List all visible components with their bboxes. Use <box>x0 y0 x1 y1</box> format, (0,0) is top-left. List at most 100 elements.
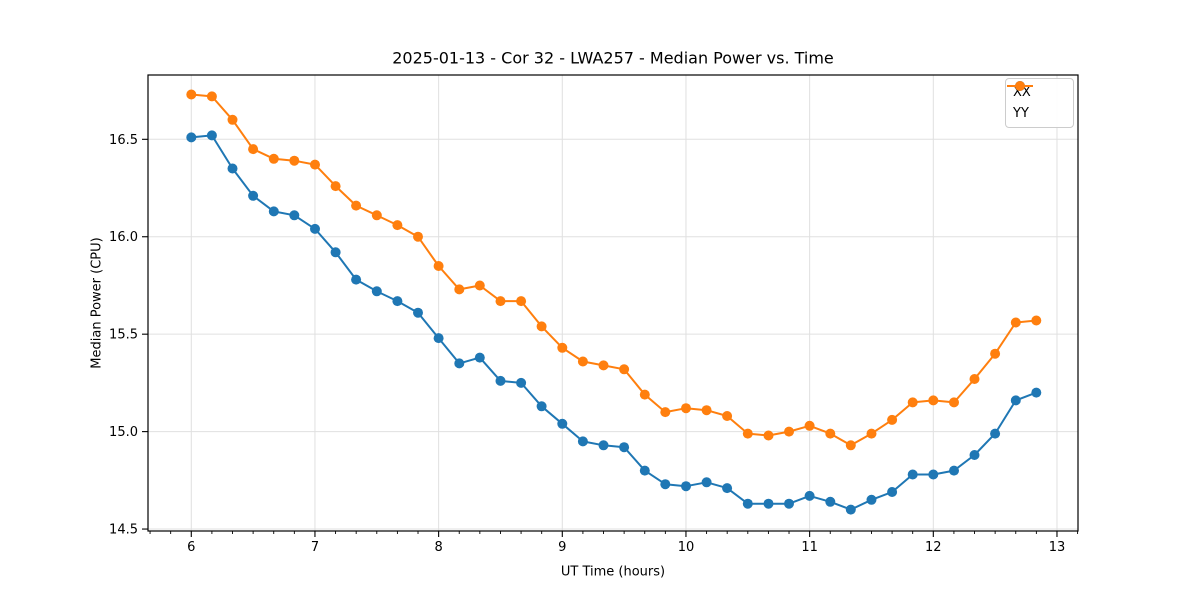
data-point-yy <box>206 91 217 102</box>
data-point-xx <box>577 436 588 447</box>
x-axis-label: UT Time (hours) <box>560 564 666 580</box>
series-line-yy <box>191 93 1037 447</box>
x-tick-label: 11 <box>801 540 818 555</box>
data-point-xx <box>433 333 444 344</box>
data-point-xx <box>289 210 300 221</box>
data-point-yy <box>784 426 794 437</box>
x-tick-label: 12 <box>925 540 942 555</box>
data-point-xx <box>907 469 918 480</box>
data-point-yy <box>536 321 547 332</box>
data-point-yy <box>660 407 671 418</box>
data-point-xx <box>681 481 691 492</box>
data-point-yy <box>268 153 279 164</box>
data-point-yy <box>639 389 650 400</box>
y-tick-label: 15.0 <box>109 425 138 440</box>
data-point-xx <box>474 352 485 363</box>
data-point-yy <box>763 430 774 441</box>
data-point-yy <box>928 395 939 406</box>
data-point-yy <box>557 342 568 353</box>
data-point-yy <box>804 420 815 431</box>
data-point-yy <box>619 364 630 375</box>
data-point-xx <box>969 450 980 460</box>
y-axis-label: Median Power (CPU) <box>89 237 105 369</box>
y-tick-label: 16.5 <box>109 133 138 148</box>
data-point-yy <box>1010 317 1021 328</box>
legend-line-marker-icon <box>1007 81 1033 91</box>
data-point-yy <box>351 200 362 211</box>
data-point-yy <box>701 405 712 416</box>
data-point-xx <box>990 428 1001 439</box>
x-tick-label: 9 <box>558 540 566 555</box>
data-point-yy <box>681 403 691 414</box>
data-point-xx <box>825 496 836 507</box>
data-point-xx <box>722 483 733 494</box>
data-point-xx <box>619 442 630 453</box>
plot-border <box>147 74 1079 532</box>
data-point-yy <box>866 428 877 439</box>
data-point-xx <box>784 498 794 509</box>
data-point-xx <box>516 377 527 388</box>
data-point-yy <box>577 356 588 367</box>
data-point-xx <box>887 487 898 497</box>
data-point-yy <box>433 261 444 271</box>
data-point-xx <box>227 163 238 174</box>
data-point-yy <box>227 114 238 125</box>
chart-title: 2025-01-13 - Cor 32 - LWA257 - Median Po… <box>392 48 834 68</box>
data-point-yy <box>907 397 918 408</box>
data-point-xx <box>701 477 712 488</box>
data-point-xx <box>310 223 320 234</box>
data-point-xx <box>742 498 753 509</box>
data-point-yy <box>371 210 382 221</box>
series-line-xx <box>191 134 1037 511</box>
data-point-xx <box>351 274 362 285</box>
data-point-yy <box>474 280 485 291</box>
data-point-yy <box>742 428 753 439</box>
data-point-xx <box>392 296 403 307</box>
data-point-yy <box>454 284 465 295</box>
data-point-xx <box>660 479 671 490</box>
y-tick-label: 15.5 <box>109 328 138 343</box>
data-point-xx <box>949 465 959 476</box>
data-point-xx <box>928 469 939 480</box>
x-tick-label: 13 <box>1049 540 1066 555</box>
data-point-xx <box>495 375 506 386</box>
data-point-yy <box>413 231 423 242</box>
y-tick-label: 14.5 <box>109 523 138 538</box>
data-point-yy <box>825 428 836 439</box>
data-point-xx <box>268 206 279 217</box>
data-point-xx <box>536 401 547 412</box>
data-point-xx <box>866 494 877 505</box>
data-point-xx <box>845 504 856 515</box>
data-point-yy <box>969 374 980 384</box>
data-point-xx <box>1010 395 1021 406</box>
y-tick-label: 16.0 <box>109 230 138 245</box>
data-point-xx <box>763 498 774 509</box>
data-point-yy <box>330 181 341 192</box>
data-point-yy <box>289 155 300 166</box>
data-point-yy <box>990 348 1001 359</box>
data-point-yy <box>392 220 403 231</box>
data-point-xx <box>598 440 609 451</box>
data-point-yy <box>516 296 527 307</box>
data-point-yy <box>1031 315 1042 326</box>
legend-label: YY <box>1013 106 1029 121</box>
x-tick-label: 8 <box>434 540 442 555</box>
data-point-yy <box>598 360 609 371</box>
data-point-xx <box>639 465 650 476</box>
data-point-xx <box>804 490 815 501</box>
data-point-yy <box>186 89 197 100</box>
data-point-yy <box>845 440 856 451</box>
data-point-xx <box>1031 387 1042 398</box>
x-tick-label: 7 <box>311 540 319 555</box>
data-point-xx <box>186 132 197 143</box>
data-point-xx <box>330 247 341 258</box>
legend: XX YY <box>1005 78 1074 128</box>
data-point-xx <box>248 190 259 201</box>
data-point-xx <box>413 307 423 318</box>
data-point-yy <box>248 144 259 155</box>
x-tick-label: 6 <box>187 540 195 555</box>
data-point-xx <box>371 286 382 297</box>
data-point-yy <box>887 414 898 425</box>
